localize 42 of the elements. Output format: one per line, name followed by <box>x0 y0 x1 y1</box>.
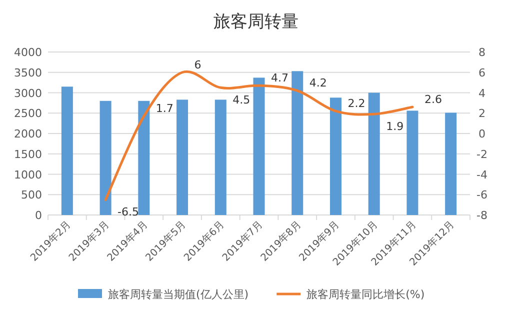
data-label: 1.9 <box>386 120 404 134</box>
data-label: 4.2 <box>309 76 327 90</box>
bar <box>138 100 150 215</box>
y2-tick-label: -2 <box>476 148 488 161</box>
y-tick-label: 1500 <box>14 148 42 161</box>
chart-title: 旅客周转量 <box>214 12 298 32</box>
data-label: 6 <box>194 58 202 72</box>
data-label: 2.6 <box>424 93 442 106</box>
y-tick-label: 2000 <box>14 128 42 140</box>
y2-tick-label: -4 <box>476 168 488 182</box>
bar <box>176 100 188 215</box>
bar <box>214 100 226 215</box>
data-label: -6.5 <box>118 206 140 219</box>
y-tick-label: 500 <box>21 188 42 202</box>
bar <box>406 110 418 215</box>
y-tick-label: 4000 <box>14 46 42 59</box>
bar <box>368 92 380 215</box>
y-tick-label: 2500 <box>14 107 42 120</box>
legend-label: 旅客周转量同比增长(%) <box>306 288 425 301</box>
y2-tick-label: -8 <box>476 209 488 222</box>
bar <box>253 78 265 215</box>
y2-tick-label: 0 <box>478 128 486 140</box>
y2-tick-label: -6 <box>476 188 488 202</box>
bar <box>445 112 457 215</box>
bar <box>330 98 342 215</box>
y2-tick-label: 4 <box>478 86 486 100</box>
data-label: 4.5 <box>232 94 250 107</box>
y2-tick-label: 8 <box>478 46 486 59</box>
y-tick-label: 3500 <box>14 66 42 80</box>
data-label: 4.7 <box>271 72 288 85</box>
bar <box>292 71 304 215</box>
legend-label: 旅客周转量当期值(亿人公里) <box>108 288 249 301</box>
data-label: 2.2 <box>348 97 366 110</box>
y2-tick-label: 6 <box>478 66 486 80</box>
line-series <box>104 70 414 201</box>
y-tick-label: 3000 <box>14 86 42 100</box>
bar <box>100 100 112 215</box>
y2-tick-label: 2 <box>478 107 486 120</box>
y-tick-label: 1000 <box>14 168 42 182</box>
y-tick-label: 0 <box>35 209 42 222</box>
data-label: 1.7 <box>156 102 174 116</box>
bar <box>61 86 73 215</box>
